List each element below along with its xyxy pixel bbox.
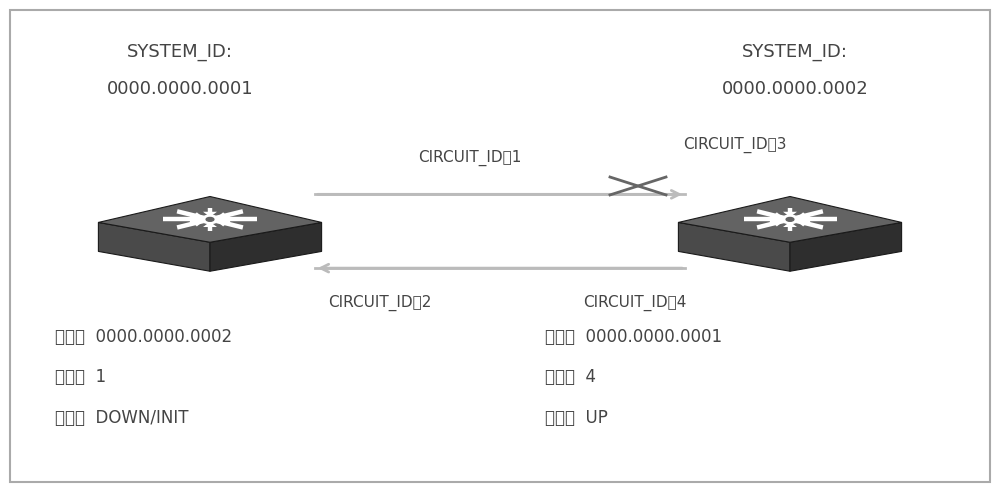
Text: CIRCUIT_ID：3: CIRCUIT_ID：3 (683, 137, 787, 153)
Polygon shape (771, 220, 783, 226)
Polygon shape (191, 213, 203, 218)
Polygon shape (203, 222, 217, 227)
Text: 状态：  DOWN/INIT: 状态： DOWN/INIT (55, 409, 188, 427)
Circle shape (786, 217, 794, 221)
Text: 端口：  1: 端口： 1 (55, 369, 106, 386)
Text: 端口：  4: 端口： 4 (545, 369, 596, 386)
Text: 0000.0000.0001: 0000.0000.0001 (107, 80, 253, 97)
Polygon shape (191, 220, 203, 226)
Polygon shape (217, 220, 229, 226)
Polygon shape (219, 216, 230, 223)
Polygon shape (678, 222, 790, 271)
Polygon shape (98, 196, 322, 242)
Polygon shape (98, 222, 210, 271)
Polygon shape (783, 222, 797, 227)
Polygon shape (217, 213, 229, 218)
Polygon shape (678, 196, 902, 242)
Polygon shape (190, 216, 201, 223)
Polygon shape (770, 216, 781, 223)
Circle shape (781, 215, 799, 223)
FancyBboxPatch shape (10, 10, 990, 482)
Polygon shape (203, 212, 217, 217)
Polygon shape (771, 213, 783, 218)
Text: 0000.0000.0002: 0000.0000.0002 (722, 80, 868, 97)
Text: 邻居：  0000.0000.0002: 邻居： 0000.0000.0002 (55, 328, 232, 346)
Circle shape (206, 217, 214, 221)
Text: 状态：  UP: 状态： UP (545, 409, 608, 427)
Text: 邻居：  0000.0000.0001: 邻居： 0000.0000.0001 (545, 328, 722, 346)
Circle shape (201, 215, 219, 223)
Polygon shape (799, 216, 810, 223)
Polygon shape (790, 222, 902, 271)
Text: CIRCUIT_ID：2: CIRCUIT_ID：2 (328, 295, 432, 310)
Polygon shape (797, 213, 809, 218)
Polygon shape (797, 220, 809, 226)
Text: CIRCUIT_ID：4: CIRCUIT_ID：4 (583, 295, 687, 310)
Text: SYSTEM_ID:: SYSTEM_ID: (742, 43, 848, 61)
Polygon shape (210, 222, 322, 271)
Text: CIRCUIT_ID：1: CIRCUIT_ID：1 (418, 150, 522, 165)
Polygon shape (783, 212, 797, 217)
Text: SYSTEM_ID:: SYSTEM_ID: (127, 43, 233, 61)
